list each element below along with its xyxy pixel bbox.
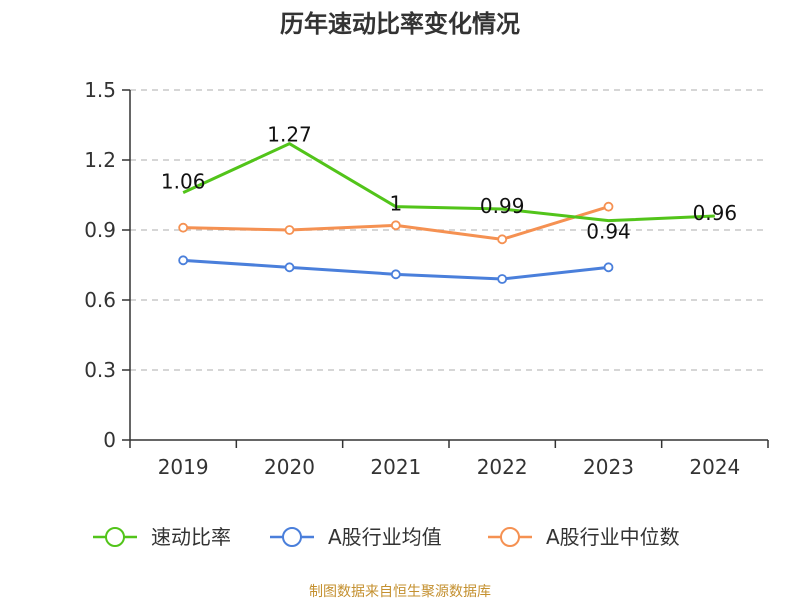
x-tick-label: 2021 [370,455,421,479]
series-point [497,234,508,245]
series-point [390,269,401,280]
chart-title: 历年速动比率变化情况 [280,10,520,38]
series-point [603,201,614,212]
legend-marker [500,527,520,547]
source-footer: 制图数据来自恒生聚源数据库 [309,584,491,600]
data-label: 0.99 [480,194,525,218]
y-tick-label: 0.9 [84,218,116,242]
axes: 0 0.3 0.6 0.9 1.2 1.5 2019 2020 2021 2022 2023 2024 [84,78,769,479]
y-tick-label: 0 [103,428,116,452]
series-line [182,142,715,223]
legend-marker [282,527,302,547]
x-tick-label: 2020 [264,455,315,479]
series-point [178,222,189,233]
data-label: 1.27 [267,123,312,147]
data-label: 1 [389,192,402,216]
x-tick-label: 2019 [158,455,209,479]
y-tick-label: 0.3 [84,358,116,382]
legend-label: 速动比率 [151,525,231,549]
series-point [178,255,189,266]
data-label: 0.94 [586,220,631,244]
grid-lines [130,89,768,371]
legend-label: A股行业均值 [328,525,442,549]
series-point [284,262,295,273]
series-point [497,274,508,284]
x-tick-label: 2022 [477,455,528,479]
legend: 速动比率 A股行业均值 A股行业中位数 [93,525,680,549]
legend-marker [105,527,125,547]
x-tick-label: 2024 [689,455,740,479]
data-label: 0.96 [693,201,738,225]
series-point [284,225,295,235]
data-labels: 1.06 1.27 1 0.99 0.94 0.96 [161,123,737,244]
y-tick-label: 1.2 [84,148,116,172]
x-tick-label: 2023 [583,455,634,479]
data-label: 1.06 [161,170,206,194]
series-layer [178,142,715,284]
series-point [603,262,614,273]
y-tick-label: 0.6 [84,288,116,312]
y-tick-label: 1.5 [84,78,116,102]
legend-label: A股行业中位数 [546,525,680,549]
series-point [390,220,401,231]
